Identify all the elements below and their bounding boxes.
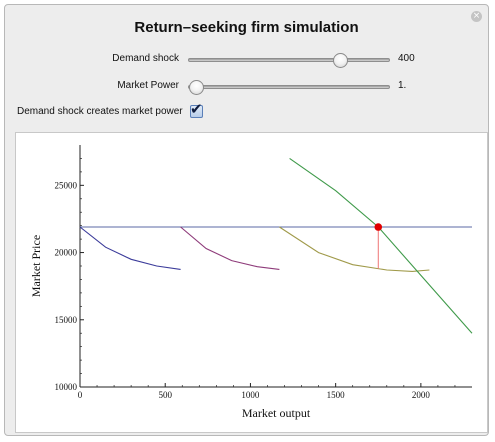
x-tick-label: 1000 [241,390,260,400]
series-line-5 [289,157,473,334]
close-icon[interactable]: × [471,11,482,22]
y-tick-label: 15000 [55,315,78,325]
x-tick-label: 2000 [412,390,431,400]
market-power-checkbox[interactable]: ✔ [190,100,203,118]
y-tick-label: 25000 [55,180,78,190]
series-line-3 [180,226,280,270]
demand-shock-slider-thumb[interactable] [332,53,348,68]
window-title: Return–seeking firm simulation [134,19,359,36]
x-tick-label: 0 [78,390,83,400]
demand-shock-value: 400 [398,53,415,64]
y-tick-label: 20000 [55,248,78,258]
y-axis-label: Market Price [29,235,43,297]
chart: 0 500 1000 1500 2000 10000 15000 20000 25000 Mark… [29,145,473,420]
checkmark-icon: ✔ [190,100,203,118]
x-tick-label: 500 [158,390,172,400]
demand-shock-slider[interactable] [188,53,390,68]
demand-shock-label: Demand shock [112,53,179,64]
market-power-value: 1. [398,80,407,91]
market-power-slider-thumb[interactable] [189,80,204,95]
x-tick-label: 1500 [327,390,346,400]
equilibrium-point [374,223,383,231]
market-power-label: Market Power [117,80,179,91]
market-power-slider[interactable] [188,80,390,95]
plot-panel: 0 500 1000 1500 2000 10000 15000 20000 25000 Mark… [15,132,488,433]
series-line-4 [279,226,430,272]
x-axis-label: Market output [242,406,311,420]
y-tick-label: 10000 [55,382,78,392]
market-power-checkbox-label: Demand shock creates market power [17,106,183,117]
series-line-2 [79,226,181,270]
app-window: × Return–seeking firm simulation Demand … [4,4,489,436]
